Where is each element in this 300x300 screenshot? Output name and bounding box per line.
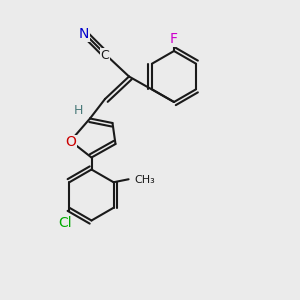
Text: CH₃: CH₃ (134, 175, 155, 185)
Text: C: C (100, 49, 109, 62)
Text: Cl: Cl (58, 216, 72, 230)
Text: F: F (170, 32, 178, 46)
Text: O: O (65, 136, 76, 149)
Text: H: H (73, 104, 83, 118)
Text: N: N (79, 28, 89, 41)
